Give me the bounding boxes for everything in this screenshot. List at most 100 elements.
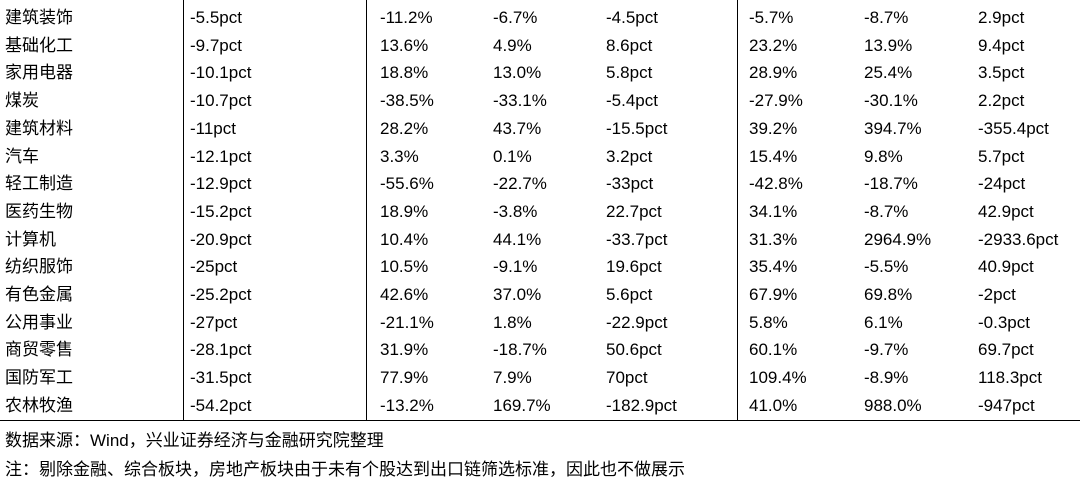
table-cell: 5.7pct (978, 146, 1025, 166)
table-cell: 7.9% (493, 368, 532, 388)
table-cell: -6.7% (493, 8, 538, 27)
table-cell: 2.2pct (978, 91, 1025, 111)
table-cell: 10.5% (380, 257, 429, 277)
table-cell: 69.7pct (978, 340, 1034, 360)
table-cell: 35.4% (749, 257, 798, 277)
table-cell: 41.0% (749, 395, 798, 415)
row-label: 建筑材料 (5, 118, 73, 138)
table-cell: -3.8% (493, 201, 538, 221)
row-label: 医药生物 (5, 201, 73, 221)
table-cell: 39.2% (749, 118, 798, 138)
table-bottom-border (0, 420, 1080, 421)
footnote: 注：剔除金融、综合板块，房地产板块由于未有个股达到出口链筛选标准，因此也不做展示 (5, 460, 685, 479)
table-cell: -28.1pct (190, 340, 252, 360)
table-cell: -13.2% (380, 395, 434, 415)
column-divider (737, 0, 738, 420)
table-cell: -947pct (978, 395, 1035, 415)
table-cell: 2964.9% (864, 229, 932, 249)
table-cell: -9.7% (864, 340, 909, 360)
table-cell: -12.1pct (190, 146, 252, 166)
table-cell: 50.6pct (606, 340, 662, 360)
table-cell: 18.9% (380, 201, 429, 221)
table-cell: 1.8% (493, 312, 532, 332)
table-cell: 44.1% (493, 229, 542, 249)
table-cell: 60.1% (749, 340, 798, 360)
table-cell: 69.8% (864, 285, 913, 304)
table-cell: 118.3pct (978, 368, 1042, 388)
table-cell: -9.1% (493, 257, 538, 277)
table-cell: -9.7pct (190, 35, 242, 55)
table-cell: -30.1% (864, 91, 918, 111)
row-label: 煤炭 (5, 91, 39, 111)
table-cell: 37.0% (493, 285, 542, 304)
source-note: 数据来源：Wind，兴业证券经济与金融研究院整理 (5, 431, 384, 450)
table-cell: -24pct (978, 174, 1026, 194)
table-cell: -0.3pct (978, 312, 1030, 332)
table-cell: 988.0% (864, 395, 922, 415)
table-cell: -22.7% (493, 174, 547, 194)
row-label: 轻工制造 (5, 174, 73, 194)
row-label: 汽车 (5, 146, 39, 166)
table-cell: 3.3% (380, 146, 419, 166)
row-label: 公用事业 (5, 312, 73, 332)
table-cell: 43.7% (493, 118, 542, 138)
table-cell: -33.1% (493, 91, 547, 111)
table-cell: 13.6% (380, 35, 429, 55)
table-cell: 3.5pct (978, 63, 1025, 83)
column-divider (366, 0, 367, 420)
table-cell: -21.1% (380, 312, 434, 332)
table-cell: 40.9pct (978, 257, 1034, 277)
table-cell: 28.2% (380, 118, 429, 138)
row-label: 国防军工 (5, 368, 73, 388)
table-cell: -11pct (190, 118, 236, 138)
table-cell: 5.8pct (606, 63, 653, 83)
table-cell: -33pct (606, 174, 654, 194)
table-cell: -31.5pct (190, 368, 252, 388)
table-cell: -8.7% (864, 201, 909, 221)
table-cell: -182.9pct (606, 395, 677, 415)
row-label: 有色金属 (5, 285, 73, 304)
table-cell: 0.1% (493, 146, 532, 166)
table-cell: 2.9pct (978, 8, 1025, 27)
table-cell: -2pct (978, 285, 1016, 304)
table-cell: 169.7% (493, 395, 551, 415)
table-cell: 6.1% (864, 312, 903, 332)
column-divider (183, 0, 184, 420)
table-cell: 34.1% (749, 201, 798, 221)
table-cell: -2933.6pct (978, 229, 1059, 249)
table-cell: 4.9% (493, 35, 532, 55)
table-cell: -27.9% (749, 91, 803, 111)
table-cell: -8.7% (864, 8, 909, 27)
table-cell: -22.9pct (606, 312, 668, 332)
table-cell: 25.4% (864, 63, 913, 83)
table-cell: 18.8% (380, 63, 429, 83)
table-cell: -42.8% (749, 174, 803, 194)
table-cell: 5.6pct (606, 285, 653, 304)
table-cell: 15.4% (749, 146, 798, 166)
table-cell: 28.9% (749, 63, 798, 83)
table-cell: 67.9% (749, 285, 798, 304)
table-cell: -10.1pct (190, 63, 252, 83)
table-cell: 70pct (606, 368, 648, 388)
table-cell: -38.5% (380, 91, 434, 111)
table-cell: 8.6pct (606, 35, 653, 55)
table-cell: 23.2% (749, 35, 798, 55)
table-cell: -4.5pct (606, 8, 658, 27)
table-cell: -55.6% (380, 174, 434, 194)
table-cell: -11.2% (380, 8, 433, 27)
table-cell: -33.7pct (606, 229, 668, 249)
table-cell: 31.3% (749, 229, 798, 249)
table-cell: -5.5pct (190, 8, 242, 27)
table-cell: 13.0% (493, 63, 542, 83)
row-label: 农林牧渔 (5, 395, 73, 415)
table-cell: 77.9% (380, 368, 429, 388)
table-cell: -27pct (190, 312, 238, 332)
table-cell: -8.9% (864, 368, 909, 388)
table-cell: 9.4pct (978, 35, 1025, 55)
table-cell: -15.5pct (606, 118, 668, 138)
table-cell: 31.9% (380, 340, 429, 360)
table-cell: 109.4% (749, 368, 807, 388)
table-cell: -20.9pct (190, 229, 252, 249)
table-cell: 5.8% (749, 312, 788, 332)
